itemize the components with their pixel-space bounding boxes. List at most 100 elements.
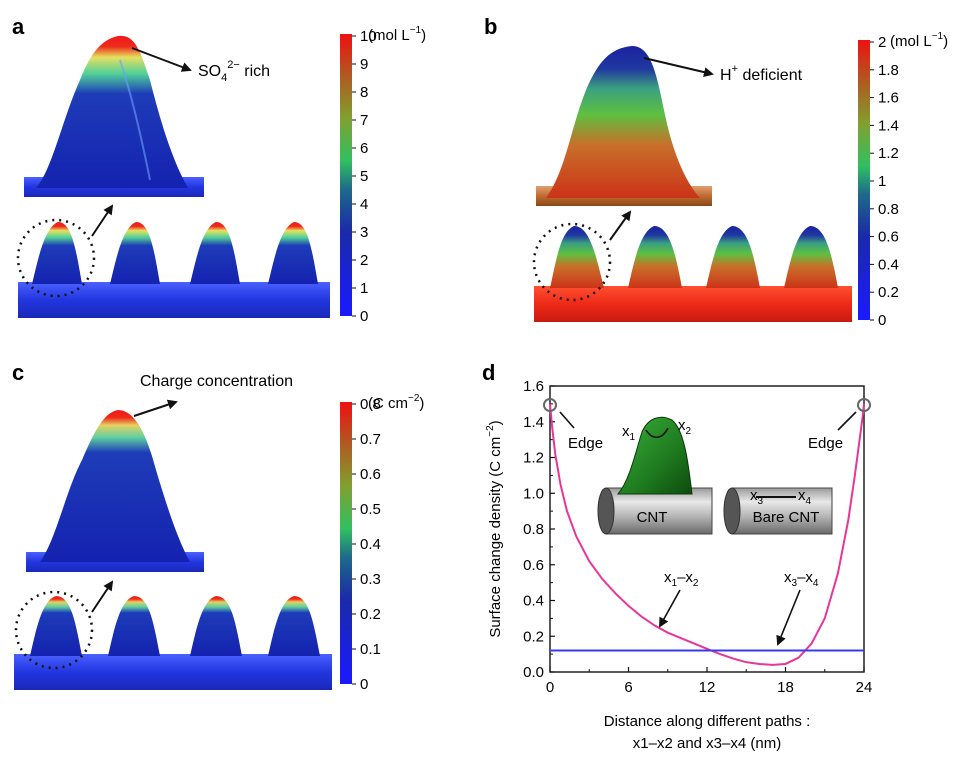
- chart-ylabel: Surface change density (C cm−2): [485, 420, 504, 637]
- inset-green-peak: [616, 416, 693, 495]
- panel-c: c Charge concentration 0.8 0.7 0.6 0.5 0.4 0.…: [12, 360, 424, 693]
- panel-a-rod: [18, 282, 330, 318]
- colorbar-tick-label: 6: [360, 140, 368, 157]
- colorbar-tick-label: 1.2: [878, 145, 899, 162]
- colorbar-tick-label: 1: [360, 280, 368, 297]
- panel-b-colorbar: [858, 40, 870, 320]
- panel-c-zoom-arrow: [91, 580, 114, 613]
- panel-c-label: c: [12, 360, 24, 385]
- colorbar-tick-label: 0.5: [360, 501, 381, 518]
- colorbar-tick-label: 0.6: [878, 229, 899, 246]
- panel-b-annotation-arrow: [643, 57, 714, 78]
- x-tick-label: 24: [856, 679, 873, 696]
- panel-c-rod: [14, 654, 332, 690]
- panel-b-enlarged-peak: [546, 46, 700, 198]
- curve-label-x3x4: x3–x4: [784, 569, 819, 589]
- panel-b-zoom-arrow: [609, 210, 632, 241]
- panel-d: d 0.0 0.2 0.4 0.6 0.8 1.0 1.2 1.4 1.6 0 6 12 18 24 Su…: [482, 360, 872, 752]
- x-tick-label: 6: [624, 679, 632, 696]
- colorbar-tick-label: 0.7: [360, 431, 381, 448]
- colorbar-tick-label: 3: [360, 224, 368, 241]
- chart-axes: 0.0 0.2 0.4 0.6 0.8 1.0 1.2 1.4 1.6 0 6 12 18 24: [523, 378, 872, 696]
- panel-c-annotation-arrow: [133, 399, 178, 417]
- chart-xlabel-line2: x1–x2 and x3–x4 (nm): [633, 735, 781, 752]
- colorbar-tick-label: 0.8: [360, 396, 381, 413]
- edge-marker-left: [543, 398, 557, 412]
- inset-x1: x1: [622, 423, 636, 443]
- colorbar-tick-label: 0.6: [360, 466, 381, 483]
- edge-label-right: Edge: [808, 435, 843, 452]
- colorbar-tick-label: 0.8: [878, 201, 899, 218]
- colorbar-tick-label: 0.1: [360, 641, 381, 658]
- panel-b-colorbar-ticks: 2 1.8 1.6 1.4 1.2 1 0.8 0.6 0.4 0.2 0: [870, 34, 899, 329]
- y-tick-label: 0.2: [523, 628, 544, 645]
- colorbar-tick-label: 0.4: [360, 536, 381, 553]
- colorbar-tick-label: 8: [360, 84, 368, 101]
- chart-series: [549, 403, 865, 666]
- panel-a-colorbar: [340, 34, 352, 316]
- panel-a-annotation: SO42− rich: [198, 59, 270, 84]
- inset-bare-cnt: x3 x4 Bare CNT: [723, 487, 833, 535]
- colorbar-tick-label: 5: [360, 168, 368, 185]
- panel-c-colorbar: [340, 402, 352, 684]
- colorbar-tick-label: 1.6: [878, 90, 899, 107]
- colorbar-tick-label: 1: [878, 173, 886, 190]
- colorbar-tick-label: 0.2: [360, 606, 381, 623]
- y-tick-label: 0.0: [523, 664, 544, 681]
- edge-marker-right: [857, 398, 871, 412]
- inset-x4: x4: [798, 487, 812, 507]
- panel-a-enlarged-peak: [36, 35, 188, 188]
- inset-cnt-label: CNT: [637, 509, 668, 526]
- panel-c-enlarged-peak: [40, 410, 190, 562]
- colorbar-tick-label: 4: [360, 196, 368, 213]
- panel-b-peaks: [550, 226, 838, 288]
- panel-c-colorbar-ticks: 0.8 0.7 0.6 0.5 0.4 0.3 0.2 0.1 0: [352, 396, 381, 693]
- panel-d-label: d: [482, 360, 495, 385]
- x-tick-label: 18: [777, 679, 794, 696]
- colorbar-tick-label: 9: [360, 56, 368, 73]
- y-tick-label: 1.2: [523, 450, 544, 467]
- colorbar-tick-label: 0: [360, 676, 368, 693]
- panel-a-annotation-arrow: [131, 47, 192, 72]
- panel-a-unit: (mol L−1): [368, 25, 426, 44]
- colorbar-tick-label: 0.4: [878, 256, 899, 273]
- inset-x3: x3: [750, 487, 764, 507]
- colorbar-tick-label: 7: [360, 112, 368, 129]
- colorbar-tick-label: 0.2: [878, 284, 899, 301]
- x-tick-label: 0: [546, 679, 554, 696]
- y-tick-label: 1.6: [523, 378, 544, 395]
- panel-b-annotation: H+ deficient: [720, 63, 803, 84]
- y-tick-label: 1.4: [523, 414, 544, 431]
- colorbar-tick-label: 2: [878, 34, 886, 51]
- colorbar-tick-label: 1.8: [878, 62, 899, 79]
- panel-b-dotted-circle: [532, 222, 612, 302]
- panel-a-zoom-arrow: [91, 204, 114, 237]
- y-tick-label: 0.6: [523, 557, 544, 574]
- panel-b-unit: (mol L−1): [890, 31, 948, 50]
- edge-label-left: Edge: [568, 435, 603, 452]
- series-line-1: [549, 403, 865, 666]
- x-tick-label: 12: [699, 679, 716, 696]
- inset-bare-cnt-label: Bare CNT: [753, 509, 820, 526]
- curve-arrow-x1x2: [659, 589, 681, 628]
- y-tick-label: 0.8: [523, 521, 544, 538]
- y-tick-label: 0.4: [523, 593, 544, 610]
- colorbar-tick-label: 10: [360, 28, 377, 45]
- panel-b: b H+ deficient 2 1.8 1.6 1.4 1.2 1 0.8 0.6 0.4 0.…: [484, 14, 948, 329]
- colorbar-tick-label: 2: [360, 252, 368, 269]
- panel-c-unit: (C cm−2): [368, 393, 424, 412]
- edge-arrow-left: [559, 411, 575, 429]
- panel-a-peaks: [32, 222, 318, 284]
- inset-x2: x2: [678, 417, 692, 437]
- colorbar-tick-label: 0: [878, 312, 886, 329]
- panel-a-dotted-circle: [16, 218, 96, 298]
- panel-c-annotation: Charge concentration: [140, 373, 293, 390]
- panel-a-label: a: [12, 14, 25, 39]
- panel-b-rod: [534, 286, 852, 322]
- inset-cnt: CNT x1 x2: [597, 416, 713, 535]
- colorbar-tick-label: 1.4: [878, 117, 899, 134]
- panel-c-dotted-circle: [14, 590, 94, 670]
